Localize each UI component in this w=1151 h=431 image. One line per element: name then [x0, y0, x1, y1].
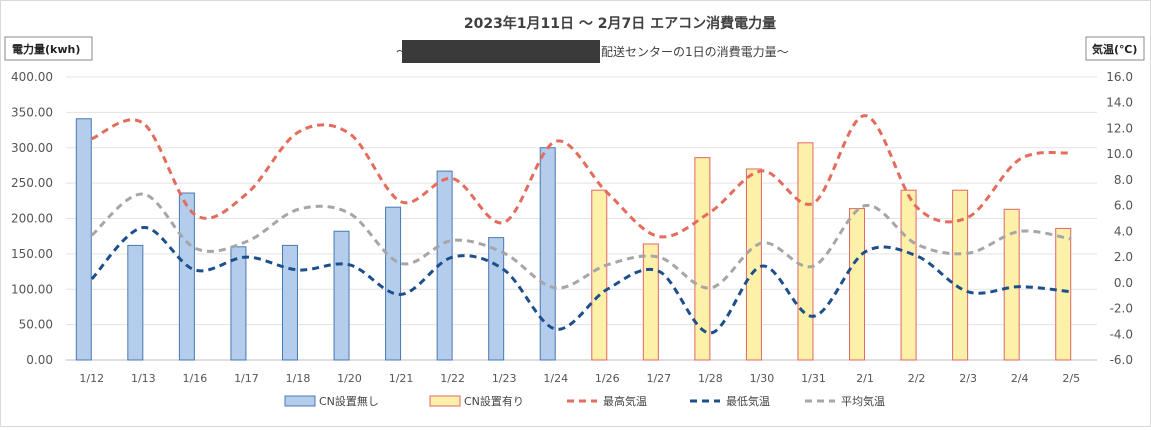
x-tick-label: 2/2: [908, 372, 926, 385]
x-tick-label: 1/28: [698, 372, 723, 385]
bar: [385, 206, 402, 361]
y2-tick-label: 10.0: [1106, 147, 1133, 161]
x-tick-label: 1/17: [234, 372, 259, 385]
y2-tick-label: 16.0: [1106, 70, 1133, 84]
y2-tick-label: 2.0: [1114, 250, 1133, 264]
y-tick-label: 100.00: [11, 282, 53, 296]
x-tick-label: 1/18: [286, 372, 311, 385]
legend-label: 平均気温: [841, 394, 885, 408]
y-axis-title-box: [4, 36, 93, 61]
legend-label: CN設置有り: [464, 394, 524, 408]
y2-tick-label: -6.0: [1110, 353, 1133, 367]
line-series: [90, 114, 1072, 335]
y-tick-label: 50.00: [19, 318, 53, 332]
y-tick-label: 0.00: [26, 353, 53, 367]
legend-swatch: [429, 395, 461, 407]
x-tick-label: 1/30: [750, 372, 775, 385]
bar: [797, 142, 814, 361]
y2-axis-ticks: -6.0 -4.0 -2.0 0.0 2.0 4.0 6.0 8.0 10.0 12.0 14.0 1…: [1106, 70, 1133, 367]
y2-tick-label: 6.0: [1114, 199, 1133, 213]
bar: [1003, 208, 1020, 361]
bar: [900, 189, 917, 361]
series-line: [90, 192, 1072, 290]
x-tick-label: 1/31: [801, 372, 826, 385]
x-tick-label: 1/20: [337, 372, 362, 385]
x-tick-label: 1/26: [595, 372, 620, 385]
x-tick-label: 1/21: [389, 372, 414, 385]
bar: [127, 244, 144, 361]
bar: [694, 157, 711, 361]
y2-tick-label: 8.0: [1114, 173, 1133, 187]
y-axis-title: 電力量(kwh): [12, 42, 80, 56]
bar: [230, 246, 247, 361]
x-tick-label: 2/4: [1011, 372, 1029, 385]
chart-title: 2023年1月11日 ～ 2月7日 エアコン消費電力量: [464, 15, 776, 32]
y2-tick-label: -4.0: [1110, 327, 1133, 341]
redaction-block: [402, 40, 600, 63]
y-tick-label: 400.00: [11, 70, 53, 84]
x-tick-label: 1/16: [183, 372, 208, 385]
legend-label: 最低気温: [726, 394, 770, 408]
legend-label: 最高気温: [603, 394, 647, 408]
y-tick-label: 300.00: [11, 141, 53, 155]
bar: [849, 208, 866, 361]
legend-label: CN設置無し: [319, 394, 379, 408]
x-tick-label: 1/12: [79, 372, 104, 385]
x-tick-label: 1/23: [492, 372, 517, 385]
y-tick-label: 150.00: [11, 247, 53, 261]
bar: [75, 118, 92, 361]
x-tick-label: 1/13: [131, 372, 156, 385]
y2-axis-title-box: [1085, 36, 1145, 61]
y2-tick-label: 12.0: [1106, 121, 1133, 135]
y2-tick-label: -2.0: [1110, 302, 1133, 316]
legend-swatch: [284, 395, 316, 407]
y-axis-ticks: 0.00 50.00 100.00 150.00 200.00 250.00 300.00 3…: [11, 70, 53, 367]
series-line: [91, 114, 1072, 239]
x-tick-label: 1/22: [440, 372, 465, 385]
x-tick-label: 2/1: [856, 372, 874, 385]
y-tick-label: 250.00: [11, 176, 53, 190]
x-tick-label: 2/3: [959, 372, 977, 385]
y-tick-label: 200.00: [11, 212, 53, 226]
chart-subtitle-suffix: 配送センターの1日の消費電力量～: [601, 44, 789, 59]
y2-tick-label: 0.0: [1114, 276, 1133, 290]
bar: [333, 230, 350, 361]
bar: [591, 189, 608, 361]
bar: [642, 243, 659, 361]
y2-tick-label: 14.0: [1106, 96, 1133, 110]
x-axis-ticks: 1/12 1/13 1/16 1/17 1/18 1/20 1/21 1/22 1/23 1/24…: [79, 372, 1080, 385]
bar: [281, 244, 298, 361]
bar: [178, 192, 195, 361]
bar: [952, 189, 969, 361]
bar: [488, 237, 505, 361]
legend: CN設置無し CN設置有り 最高気温 最低気温 平均気温: [284, 394, 885, 408]
bar: [1055, 227, 1072, 361]
series-line: [90, 226, 1072, 335]
y-tick-label: 350.00: [11, 105, 53, 119]
y2-tick-label: 4.0: [1114, 224, 1133, 238]
y2-axis-title: 気温(℃): [1092, 42, 1137, 56]
x-tick-label: 2/5: [1062, 372, 1080, 385]
x-tick-label: 1/24: [543, 372, 568, 385]
x-tick-label: 1/27: [646, 372, 671, 385]
bar: [745, 168, 762, 361]
